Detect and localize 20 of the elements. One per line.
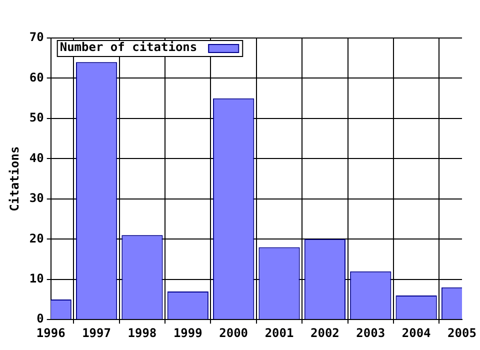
y-tick-label: 0	[36, 312, 44, 326]
x-tick-label: 2003	[356, 326, 386, 340]
y-tick-label: 60	[29, 70, 44, 84]
y-tick-label: 50	[29, 110, 44, 125]
y-axis-title: Citations	[7, 146, 22, 212]
y-tick-label: 40	[29, 150, 44, 165]
x-tick-label: 2001	[264, 326, 294, 340]
legend-label: Number of citations	[60, 40, 198, 54]
x-tick-label: 1996	[36, 326, 66, 340]
x-tick-label: 2000	[219, 326, 248, 340]
x-tick-label: 1998	[128, 326, 157, 340]
x-tick-label: 2004	[402, 326, 431, 340]
x-tick-label: 1999	[173, 326, 202, 340]
y-tick-label: 70	[29, 30, 44, 44]
y-tick-label: 30	[29, 191, 44, 206]
x-tick-label: 2002	[310, 326, 340, 340]
x-tick-label: 1997	[82, 326, 111, 340]
y-tick-label: 10	[29, 271, 44, 286]
x-tick-label: 2005	[448, 326, 476, 340]
y-tick-label: 20	[29, 231, 44, 246]
